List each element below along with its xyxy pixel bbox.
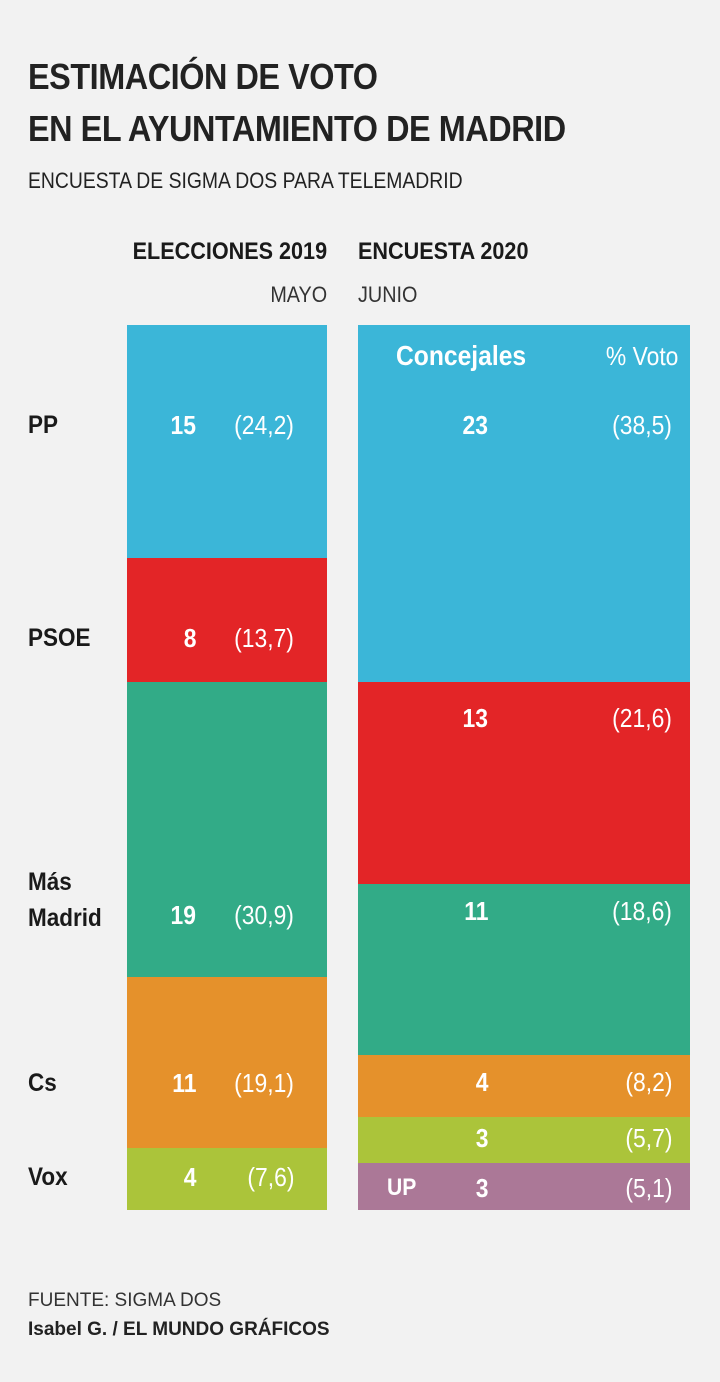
vote-2020-up: (5,1) — [624, 1173, 672, 1203]
vote-2020-pp: (38,5) — [612, 410, 672, 440]
bar-2019-psoe — [127, 557, 327, 683]
bar-2020-vox — [358, 1116, 690, 1164]
vote-2019-psoe: (13,7) — [234, 623, 294, 653]
bar-2019-pp — [127, 325, 327, 559]
seats-2019-cs: 11 — [171, 1068, 196, 1098]
party-label-cs: Cs — [28, 1069, 57, 1097]
seats-2020-pp: 23 — [462, 410, 488, 440]
header-seats: Concejales — [396, 340, 527, 371]
source: FUENTE: SIGMA DOS — [28, 1290, 222, 1311]
bar-2020-psoe — [358, 682, 690, 885]
bar-2019-m-s-madrid — [127, 682, 327, 978]
vote-2019-cs: (19,1) — [234, 1068, 294, 1098]
party-label-vox: Vox — [28, 1163, 68, 1191]
vote-2020-m-s-madrid: (18,6) — [612, 896, 672, 926]
title-line-1: ESTIMACIÓN DE VOTO — [28, 56, 378, 97]
title-line-2: EN EL AYUNTAMIENTO DE MADRID — [28, 108, 566, 149]
column-2020-label: ENCUESTA 2020 — [358, 238, 529, 265]
bar-2020-cs — [358, 1054, 690, 1118]
seats-2019-vox: 4 — [183, 1162, 196, 1192]
party-label-pp: PP — [28, 411, 59, 439]
seats-2020-cs: 4 — [475, 1067, 488, 1097]
column-2020-sublabel: JUNIO — [358, 282, 418, 307]
seats-2019-pp: 15 — [170, 410, 196, 440]
bar-2019-cs — [127, 977, 327, 1149]
party-label-mas-madrid-2: Madrid — [28, 904, 102, 932]
column-2019-label: ELECCIONES 2019 — [132, 238, 327, 265]
seats-2020-up: 3 — [475, 1173, 488, 1203]
vote-2020-psoe: (21,6) — [612, 703, 672, 733]
vote-2020-vox: (5,7) — [624, 1123, 672, 1153]
seats-2020-m-s-madrid: 11 — [463, 896, 488, 926]
vote-2019-pp: (24,2) — [234, 410, 294, 440]
vote-2020-cs: (8,2) — [624, 1067, 672, 1097]
party-label-up: UP — [387, 1174, 417, 1201]
seats-2019-m-s-madrid: 19 — [170, 900, 196, 930]
column-2019-sublabel: MAYO — [270, 282, 327, 307]
party-label-mas-madrid-1: Más — [28, 868, 72, 896]
seats-2019-psoe: 8 — [183, 623, 196, 653]
header-vote: % Voto — [605, 341, 678, 371]
bar-2020-pp — [358, 325, 690, 683]
vote-2019-m-s-madrid: (30,9) — [234, 900, 294, 930]
bar-2020-m-s-madrid — [358, 883, 690, 1056]
party-label-psoe: PSOE — [28, 624, 91, 652]
bar-2020-up — [358, 1163, 690, 1211]
bar-2019-vox — [127, 1147, 327, 1211]
vote-2019-vox: (7,6) — [246, 1162, 294, 1192]
credit: Isabel G. / EL MUNDO GRÁFICOS — [28, 1319, 330, 1340]
subtitle: ENCUESTA DE SIGMA DOS PARA TELEMADRID — [28, 168, 463, 193]
seats-2020-vox: 3 — [475, 1123, 488, 1153]
seats-2020-psoe: 13 — [462, 703, 488, 733]
